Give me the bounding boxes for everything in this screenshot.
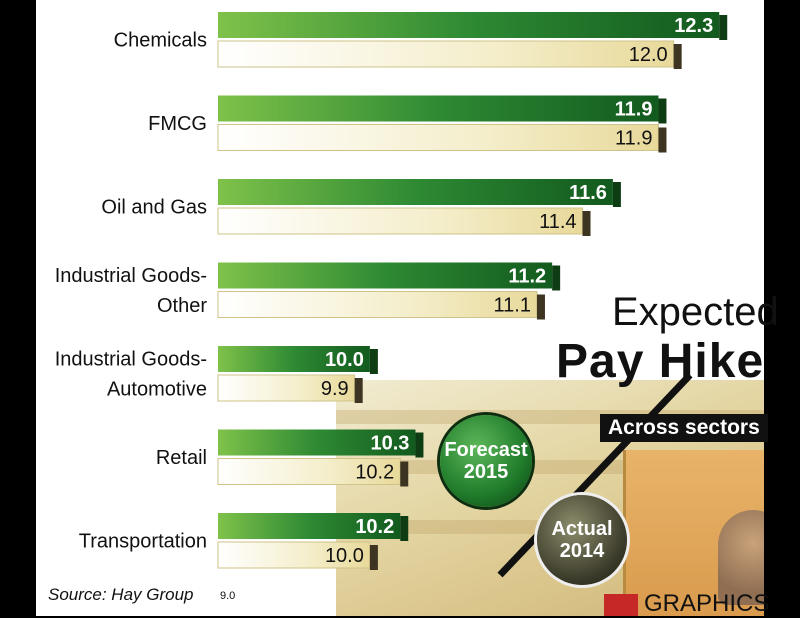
bar-forecast	[218, 179, 613, 205]
bar-forecast	[218, 429, 416, 456]
legend-forecast-line1: Forecast	[444, 439, 528, 461]
bar-forecast-shadow	[415, 432, 424, 458]
value-label-actual: 11.1	[494, 295, 531, 317]
value-label-forecast: 12.3	[674, 15, 713, 37]
bar-forecast	[218, 12, 720, 38]
bar-actual	[217, 374, 356, 402]
value-label-forecast: 11.6	[569, 182, 607, 204]
category-label: Industrial Goods-	[55, 349, 207, 371]
bar-forecast	[218, 262, 553, 289]
bar-forecast-shadow	[658, 98, 667, 124]
brand-logo: GRAPHICS	[604, 590, 769, 618]
chart-title-line2: Pay Hike	[556, 335, 765, 388]
category-label: Other	[157, 295, 207, 317]
bar-actual	[217, 541, 371, 569]
value-label-forecast: 10.3	[371, 433, 410, 455]
legend-actual-line2: 2014	[559, 540, 605, 562]
bar-forecast	[218, 95, 659, 122]
bar-forecast-shadow	[400, 516, 409, 541]
value-label-actual: 12.0	[629, 44, 668, 66]
value-label-forecast: 11.9	[615, 99, 653, 121]
source-note: Source: Hay Group	[48, 585, 194, 604]
bar-forecast	[218, 513, 401, 539]
value-label-actual: 10.0	[325, 545, 364, 567]
bar-actual	[217, 207, 584, 235]
bar-actual-shadow	[536, 294, 545, 320]
bar-forecast-shadow	[369, 349, 378, 374]
value-label-actual: 9.9	[321, 378, 349, 400]
value-label-actual: 11.4	[539, 211, 576, 233]
chart-title-line1: Expected	[612, 290, 779, 334]
legend-forecast-badge: Forecast 2015	[440, 415, 532, 507]
value-label-actual: 11.9	[615, 128, 652, 150]
bar-actual	[217, 40, 675, 68]
banknote-portrait	[718, 510, 764, 605]
category-label: Automotive	[107, 379, 207, 401]
category-label: Transportation	[79, 531, 207, 553]
bar-actual-shadow	[658, 127, 667, 153]
bar-actual-shadow	[582, 211, 591, 236]
chart-subtitle: Across sectors	[600, 414, 768, 442]
bar-forecast	[218, 346, 370, 372]
bar-actual-shadow	[400, 461, 409, 487]
pti-logo-icon	[604, 593, 638, 616]
legend-actual-line1: Actual	[551, 518, 613, 540]
category-label: Industrial Goods-	[55, 265, 207, 287]
bar-actual-shadow	[369, 545, 378, 570]
bar-forecast-shadow	[552, 265, 561, 291]
category-label: FMCG	[148, 113, 207, 135]
brand-text: GRAPHICS	[644, 590, 770, 617]
bar-actual	[217, 124, 659, 151]
value-label-forecast: 10.2	[355, 516, 394, 538]
bar-forecast-shadow	[612, 182, 621, 207]
axis-min-label: 9.0	[220, 590, 236, 602]
bar-actual-shadow	[673, 44, 682, 69]
bar-actual	[217, 458, 401, 485]
legend-forecast-line2: 2015	[463, 461, 509, 483]
category-label: Chemicals	[114, 30, 207, 52]
value-label-actual: 10.2	[355, 462, 394, 484]
bar-actual-shadow	[354, 378, 363, 403]
category-label: Retail	[156, 447, 207, 469]
category-label: Oil and Gas	[101, 197, 207, 219]
value-label-forecast: 11.2	[508, 266, 546, 288]
bar-forecast-shadow	[719, 15, 728, 40]
legend-actual-badge: Actual 2014	[537, 495, 627, 585]
value-label-forecast: 10.0	[325, 349, 364, 371]
